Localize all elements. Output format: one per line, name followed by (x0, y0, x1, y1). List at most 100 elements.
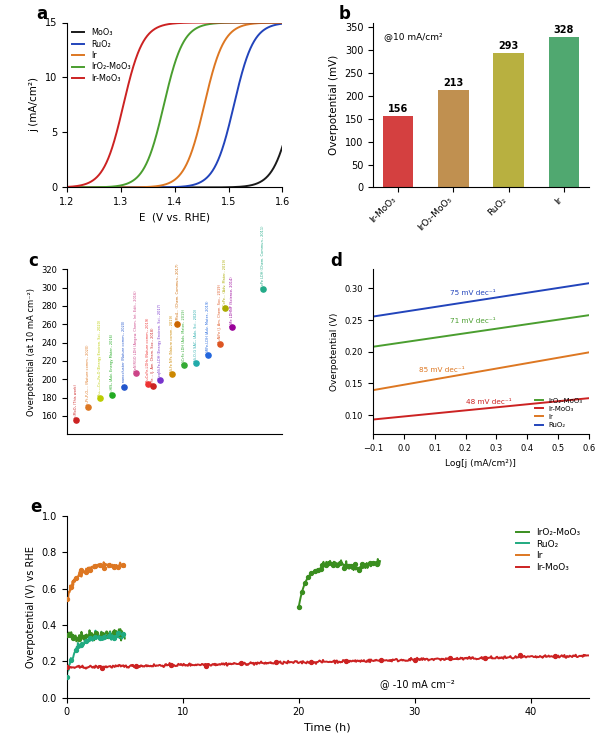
Line: RuO₂: RuO₂ (67, 24, 282, 188)
Point (376, 654, 385, 666)
RuO₂ (76, 640, 84, 649)
Text: @Mo4... (Chem. Commun., 2017): @Mo4... (Chem. Commun., 2017) (175, 263, 179, 323)
IrO₂-MoO₃ (249, 18, 256, 27)
Text: d: d (330, 252, 342, 270)
Point (132, 367, 141, 379)
IrO₂-MoO₃ (318, 561, 325, 570)
Line: Ir: Ir (373, 352, 589, 390)
Point (95, 392, 105, 404)
Y-axis label: Overpotential (mV): Overpotential (mV) (329, 55, 339, 155)
Line: IrO₂-MoO₃: IrO₂-MoO₃ (322, 559, 380, 571)
Point (320, 559, 330, 571)
IrO₂-MoO₃ (353, 564, 360, 573)
Point (310, 565, 319, 577)
Ir (100, 558, 107, 567)
Ir-MoO₃ (300, 658, 308, 667)
Ir-MoO₃ (76, 181, 84, 190)
IrO₂-MoO₃ (585, 310, 592, 320)
MoO₃ (194, 183, 202, 192)
IrO₂-MoO₃ (574, 312, 582, 321)
Text: CoqNi-Fe-LDH (Energy Environ. Sci., 2017): CoqNi-Fe-LDH (Energy Environ. Sci., 2017… (158, 304, 162, 379)
Point (215, 338, 225, 350)
Point (132, 660, 141, 672)
IrO₂-MoO₃ (76, 183, 84, 192)
Point (148, 380, 158, 392)
Point (103, 631, 113, 643)
Ir (249, 20, 256, 28)
IrO₂-MoO₃ (410, 337, 417, 346)
IrO₂-MoO₃ (279, 18, 286, 27)
MoO₃ (188, 183, 195, 192)
Point (307, 568, 316, 580)
Ir (567, 351, 574, 360)
Y-axis label: j (mA/cm²): j (mA/cm²) (29, 77, 39, 133)
MoO₃ (249, 181, 256, 190)
Ir (227, 28, 234, 38)
IrO₂-MoO₃ (359, 560, 366, 568)
Point (166, 659, 176, 671)
RuO₂ (574, 280, 582, 290)
X-axis label: Log[j (mA/cm²)]: Log[j (mA/cm²)] (446, 458, 517, 467)
Point (62, 629, 72, 641)
Text: Ni-O-G SACₓ (Adv. Sci., 2020): Ni-O-G SACₓ (Adv. Sci., 2020) (194, 309, 198, 362)
Point (118, 560, 128, 572)
Text: RuCoFe-LDHs (Nature comm., 2019): RuCoFe-LDHs (Nature comm., 2019) (146, 318, 151, 382)
Text: NiRFe-LDH (Adv. Mater., 2019): NiRFe-LDH (Adv. Mater., 2019) (206, 301, 210, 354)
Point (316, 562, 326, 574)
Bar (438, 90, 469, 188)
Ir-MoO₃ (200, 18, 208, 27)
Ir-MoO₃ (83, 664, 90, 674)
Point (328, 559, 338, 571)
Point (73, 633, 83, 645)
Legend: MoO₃, RuO₂, Ir, IrO₂-MoO₃, Ir-MoO₃: MoO₃, RuO₂, Ir, IrO₂-MoO₃, Ir-MoO₃ (71, 26, 132, 85)
RuO₂ (117, 628, 124, 637)
RuO₂ (249, 40, 256, 49)
Point (220, 302, 230, 313)
Point (67, 654, 76, 666)
Line: IrO₂-MoO₃: IrO₂-MoO₃ (373, 315, 589, 346)
Ir (370, 386, 377, 394)
Point (100, 632, 109, 644)
Point (80, 631, 89, 643)
Line: MoO₃: MoO₃ (67, 146, 282, 188)
Point (372, 558, 382, 570)
Point (90, 560, 100, 572)
Point (350, 558, 360, 570)
Text: 328: 328 (554, 26, 574, 35)
Bar (493, 53, 524, 188)
Ir-MoO₃ (227, 18, 234, 27)
Point (62, 593, 72, 605)
Point (361, 560, 371, 572)
Point (227, 321, 237, 333)
RuO₂ (76, 183, 84, 192)
Point (115, 628, 124, 640)
Text: CoPe LDH (Chem. Commun., 2011): CoPe LDH (Chem. Commun., 2011) (261, 226, 265, 288)
Point (86, 564, 95, 576)
Y-axis label: Overpotential (at 10 mA cm⁻²): Overpotential (at 10 mA cm⁻²) (27, 288, 36, 416)
Point (100, 562, 109, 574)
Legend: IrO₂-MoO₃, RuO₂, Ir, Ir-MoO₃: IrO₂-MoO₃, RuO₂, Ir, Ir-MoO₃ (512, 524, 585, 575)
Point (179, 359, 189, 371)
Text: AuNiFe (J. Am. Chem. Soc., 2019): AuNiFe (J. Am. Chem. Soc., 2019) (218, 284, 222, 343)
Text: a: a (36, 5, 48, 23)
Ir (410, 379, 417, 388)
Text: Ir-HIS₃ (Adv. Energy Mater., 2016): Ir-HIS₃ (Adv. Energy Mater., 2016) (110, 334, 114, 394)
Point (410, 654, 420, 666)
Text: 48 mV dec⁻¹: 48 mV dec⁻¹ (466, 399, 511, 405)
IrO₂-MoO₃ (378, 341, 385, 350)
Line: RuO₂: RuO₂ (373, 284, 589, 316)
Text: Ni-Fe NPs (Nature comm., 2019): Ni-Fe NPs (Nature comm., 2019) (170, 315, 174, 372)
Text: NiCrFe LDH (Adv. Mater., 2019): NiCrFe LDH (Adv. Mater., 2019) (182, 309, 186, 364)
Ir (585, 348, 592, 357)
Point (67, 580, 76, 592)
Point (71, 644, 81, 656)
Text: Ir nanocluster (Nature comm., 2020): Ir nanocluster (Nature comm., 2020) (122, 321, 126, 386)
Point (339, 562, 349, 574)
Point (271, 656, 281, 668)
Ir (279, 18, 286, 27)
Point (332, 560, 342, 572)
Point (446, 652, 455, 664)
RuO₂ (194, 179, 202, 188)
Point (72, 413, 81, 425)
IrO₂-MoO₃ (200, 21, 208, 30)
